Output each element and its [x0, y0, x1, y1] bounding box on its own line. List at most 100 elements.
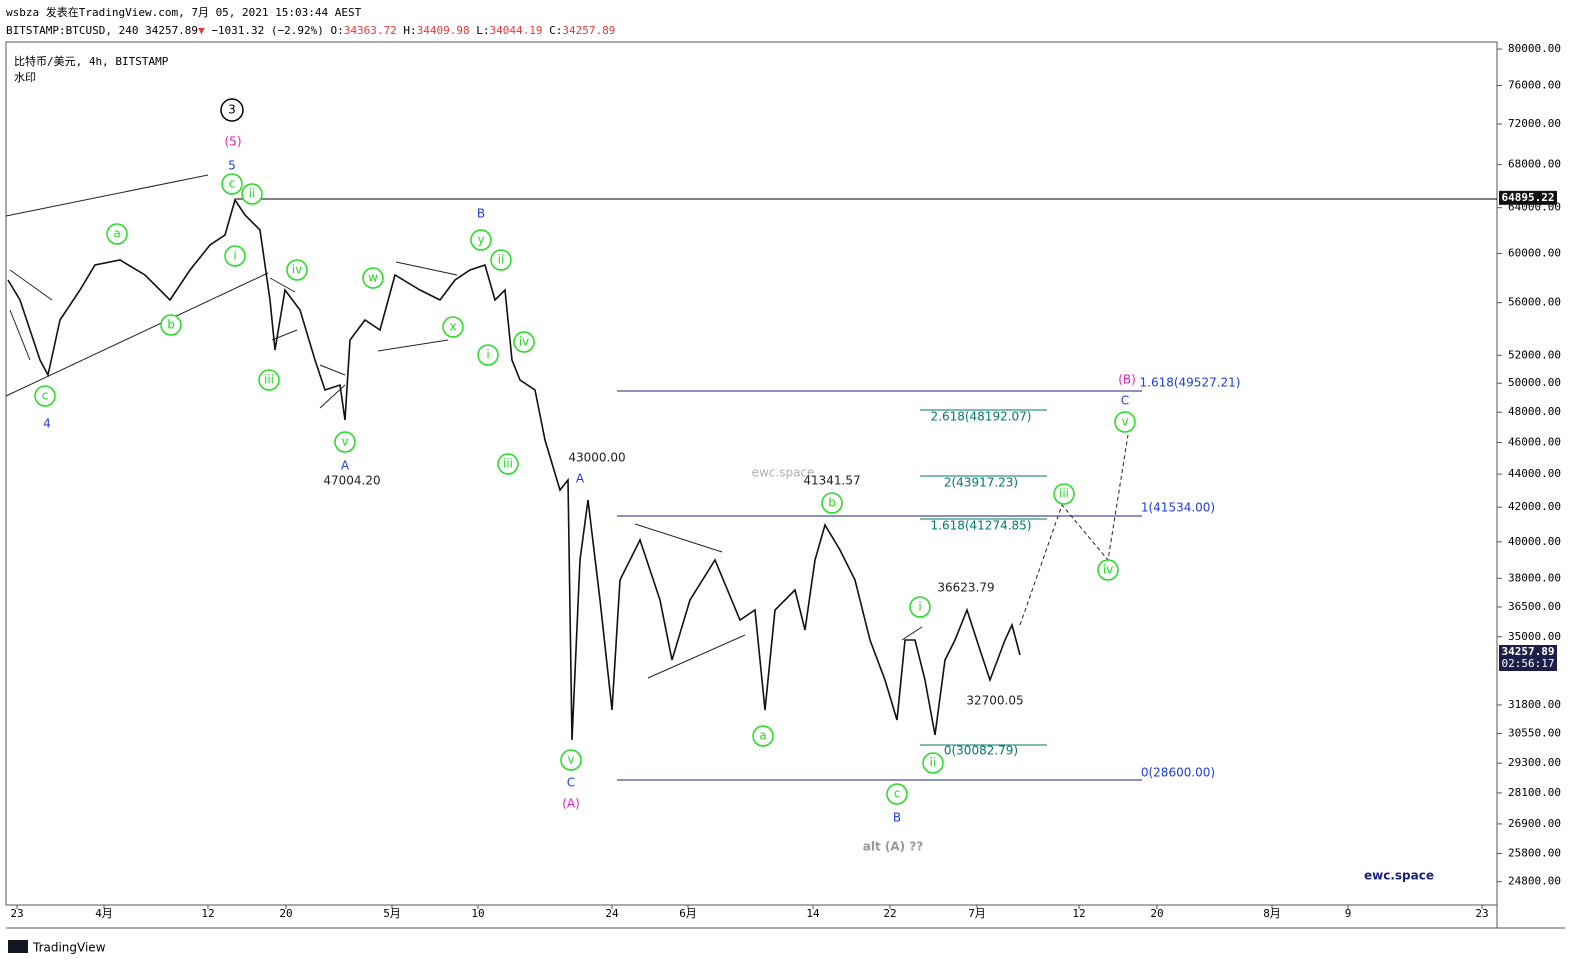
y-tick-label: 30550.00 — [1508, 726, 1561, 739]
countdown: 02:56:17 — [1502, 657, 1555, 670]
header-title: wsbza 发表在TradingView.com, 7月 05, 2021 15… — [6, 5, 362, 19]
wave-circle — [220, 98, 244, 122]
y-tick-label: 42000.00 — [1508, 500, 1561, 513]
y-tick-label: 24800.00 — [1508, 875, 1561, 888]
wave-label: i — [233, 249, 236, 263]
wave-circle — [241, 183, 263, 205]
wave-circle — [34, 385, 56, 407]
wave-circle — [334, 431, 356, 453]
price-badge-label: 64895.22 — [1502, 191, 1555, 204]
wave-label: i — [486, 348, 489, 362]
x-tick-label: 7月 — [968, 907, 986, 920]
annotation: B — [477, 207, 485, 221]
y-tick-label: 56000.00 — [1508, 296, 1561, 309]
symbol: BITSTAMP:BTCUSD, 240 34257.89 — [6, 24, 198, 37]
open: 34363.72 — [344, 24, 397, 37]
wave-label: b — [828, 496, 836, 510]
wave-circle — [909, 596, 931, 618]
wave-label: v — [341, 435, 348, 449]
arrow: ▼ — [198, 24, 205, 37]
wave-circle — [442, 316, 464, 338]
wave-label: v — [567, 753, 574, 767]
high: 34409.98 — [417, 24, 470, 37]
wave-circle — [821, 492, 843, 514]
y-tick-label: 50000.00 — [1508, 376, 1561, 389]
x-tick-label: 22 — [883, 907, 896, 920]
key: C: — [549, 24, 562, 37]
x-tick-label: 9 — [1345, 907, 1352, 920]
price-badge — [1499, 645, 1557, 672]
x-tick-label: 20 — [1150, 907, 1163, 920]
fib-label: 1(41534.00) — [1141, 501, 1215, 515]
wave-circle — [922, 752, 944, 774]
annotation: A — [341, 459, 350, 473]
y-tick-label: 31800.00 — [1508, 698, 1561, 711]
wave-label: iii — [1059, 487, 1069, 501]
wave-label: v — [1121, 415, 1128, 429]
wave-label: c — [229, 177, 236, 191]
x-tick-label: 23 — [1475, 907, 1488, 920]
wave-label: iv — [292, 263, 302, 277]
x-tick-label: 4月 — [95, 907, 113, 920]
annotation: 47004.20 — [323, 474, 380, 488]
annotation: ewc.space — [752, 466, 815, 480]
annotation: ewc.space — [1364, 869, 1434, 883]
header-ohlc: BITSTAMP:BTCUSD, 240 34257.89▼ −1031.32 … — [6, 24, 615, 37]
wave-circle — [258, 369, 280, 391]
annotation: A — [576, 472, 585, 486]
fib-label: 1.618(49527.21) — [1140, 376, 1241, 390]
wave-label: i — [918, 600, 921, 614]
wave-circle — [1114, 411, 1136, 433]
fib-label: 2.618(48192.07) — [931, 410, 1032, 424]
wave-label: ii — [930, 756, 937, 770]
wave-label: a — [759, 729, 766, 743]
y-tick-label: 35000.00 — [1508, 630, 1561, 643]
fib-label: 2(43917.23) — [944, 476, 1018, 490]
wave-circle — [1053, 483, 1075, 505]
annotation: 32700.05 — [966, 694, 1023, 708]
x-tick-label: 20 — [279, 907, 292, 920]
y-tick-label: 48000.00 — [1508, 405, 1561, 418]
close: 34257.89 — [562, 24, 615, 37]
change: −1031.32 (−2.92%) — [211, 24, 324, 37]
y-tick-label: 29300.00 — [1508, 756, 1561, 769]
fib-label: 1.618(41274.85) — [931, 519, 1032, 533]
wave-label: iii — [264, 373, 274, 387]
annotation: 36623.79 — [937, 581, 994, 595]
wave-circle — [224, 245, 246, 267]
key: H: — [403, 24, 416, 37]
trend-lines — [5, 174, 1497, 679]
legend-watermark: 水印 — [14, 71, 36, 84]
wave-label: ii — [498, 253, 505, 267]
annotation: (A) — [562, 797, 580, 811]
price-badge-label: 34257.89 — [1502, 645, 1555, 658]
x-tick-label: 14 — [806, 907, 820, 920]
annotation: C — [1121, 394, 1129, 408]
annotation: 5 — [228, 159, 236, 173]
y-tick-label: 76000.00 — [1508, 79, 1561, 92]
y-tick-label: 68000.00 — [1508, 158, 1561, 171]
wave-label: w — [368, 271, 378, 285]
wave-circle — [470, 229, 492, 251]
y-tick-label: 80000.00 — [1508, 42, 1561, 55]
wave-label: iii — [503, 457, 513, 471]
y-tick-label: 26900.00 — [1508, 817, 1561, 830]
low: 34044.19 — [490, 24, 543, 37]
y-tick-label: 60000.00 — [1508, 247, 1561, 260]
annotation: 43000.00 — [568, 451, 625, 465]
wave-label: iv — [1103, 563, 1113, 577]
wave-label: x — [449, 320, 456, 334]
wave-label: ii — [249, 187, 256, 201]
y-tick-label: 52000.00 — [1508, 348, 1561, 361]
x-tick-label: 10 — [471, 907, 484, 920]
wave-circle — [221, 173, 243, 195]
wave-circle — [286, 259, 308, 281]
y-tick-label: 36500.00 — [1508, 600, 1561, 613]
wave-circle — [160, 314, 182, 336]
annotation: B — [893, 811, 901, 825]
annotation: C — [567, 776, 575, 790]
fib-label: 0(28600.00) — [1141, 766, 1215, 780]
price-path — [7, 198, 1021, 741]
wave-circle — [1097, 559, 1119, 581]
